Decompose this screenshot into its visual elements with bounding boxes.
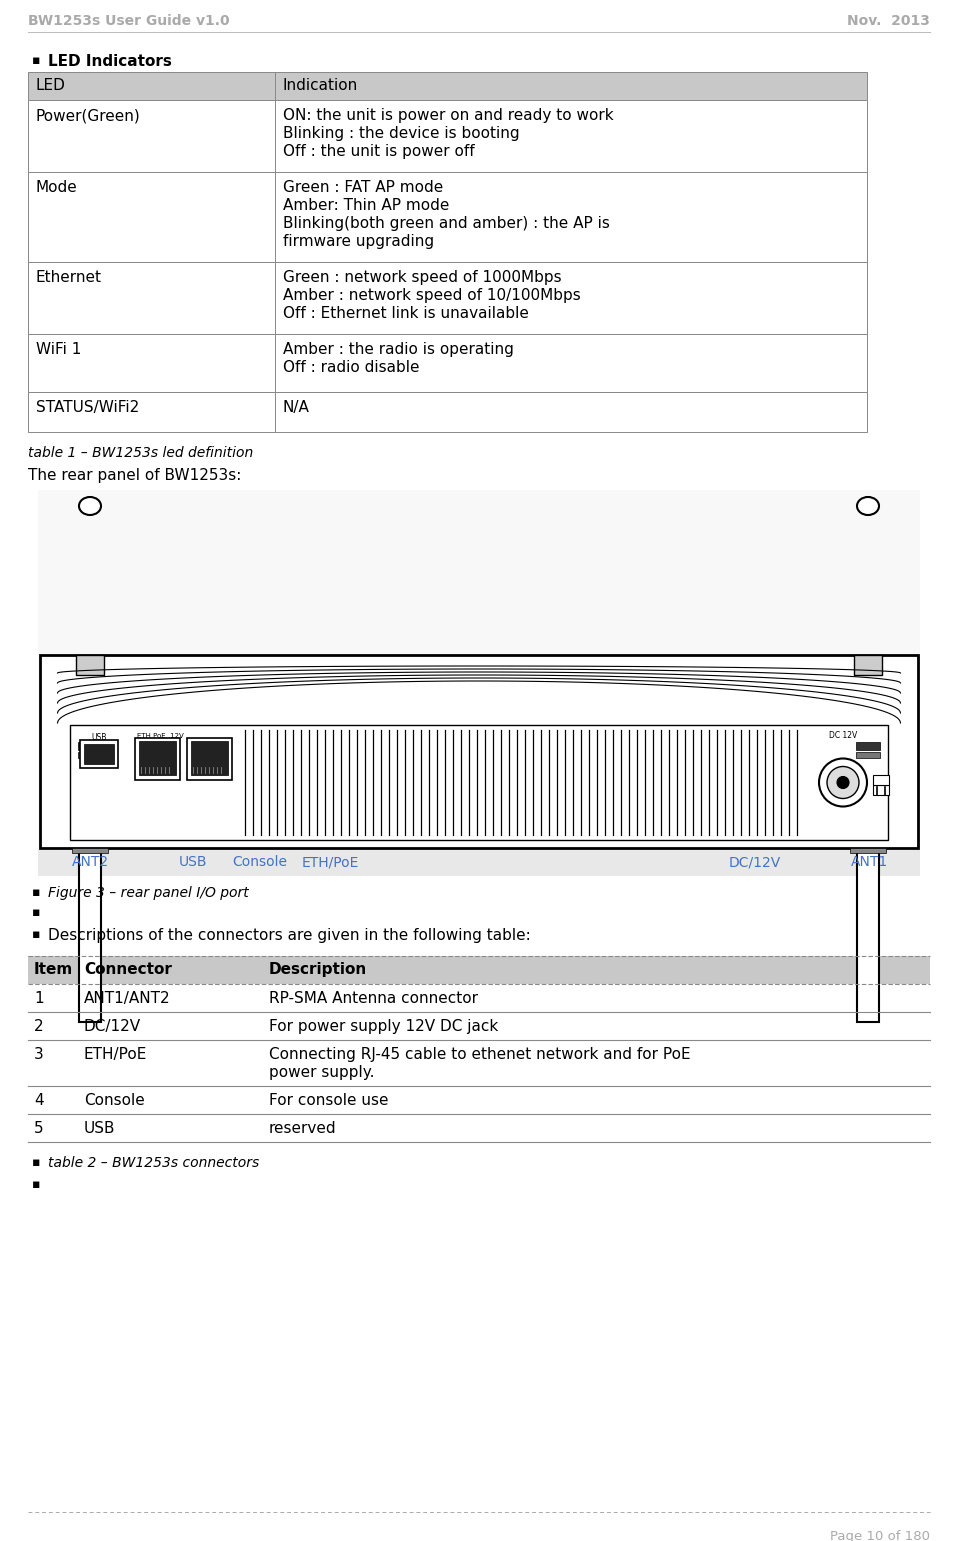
Circle shape xyxy=(827,766,859,798)
Bar xyxy=(28,100,867,173)
Bar xyxy=(135,738,180,780)
Bar xyxy=(78,752,102,758)
Text: Console: Console xyxy=(84,1093,145,1108)
Bar xyxy=(28,72,867,100)
Text: ON: the unit is power on and ready to work: ON: the unit is power on and ready to wo… xyxy=(283,108,614,123)
Bar xyxy=(856,743,880,750)
Bar xyxy=(856,752,880,758)
Bar xyxy=(857,760,879,1022)
Bar xyxy=(28,262,867,334)
Text: ▪: ▪ xyxy=(32,1156,40,1170)
Text: 2: 2 xyxy=(34,1019,44,1034)
Bar xyxy=(28,334,867,391)
Text: Off : the unit is power off: Off : the unit is power off xyxy=(283,143,474,159)
Bar xyxy=(187,738,232,780)
Ellipse shape xyxy=(79,498,101,515)
Text: Amber : the radio is operating: Amber : the radio is operating xyxy=(283,342,513,358)
Text: LED: LED xyxy=(36,79,66,92)
Text: STATUS/WiFi2: STATUS/WiFi2 xyxy=(36,401,139,415)
Text: table 2 – BW1253s connectors: table 2 – BW1253s connectors xyxy=(48,1156,260,1170)
Text: ▪: ▪ xyxy=(32,1177,40,1191)
Text: Mode: Mode xyxy=(36,180,78,196)
Bar xyxy=(850,848,886,854)
Text: ▪: ▪ xyxy=(32,928,40,942)
Text: RP-SMA Antenna connector: RP-SMA Antenna connector xyxy=(269,991,478,1006)
Text: DC/12V: DC/12V xyxy=(84,1019,141,1034)
Text: Green : FAT AP mode: Green : FAT AP mode xyxy=(283,180,444,196)
Text: ANT1: ANT1 xyxy=(852,855,889,869)
Text: Blinking(both green and amber) : the AP is: Blinking(both green and amber) : the AP … xyxy=(283,216,610,231)
Text: Figure 3 – rear panel I/O port: Figure 3 – rear panel I/O port xyxy=(48,886,249,900)
Text: Blinking : the device is booting: Blinking : the device is booting xyxy=(283,126,519,140)
Text: BW1253s User Guide v1.0: BW1253s User Guide v1.0 xyxy=(28,14,230,28)
Text: The rear panel of BW1253s:: The rear panel of BW1253s: xyxy=(28,468,241,482)
Bar xyxy=(28,955,930,985)
Text: Description: Description xyxy=(269,962,367,977)
Text: 3: 3 xyxy=(34,1046,44,1062)
Bar xyxy=(854,655,882,675)
Text: ▪: ▪ xyxy=(32,886,40,898)
Bar xyxy=(873,775,889,784)
Text: DC 12V: DC 12V xyxy=(829,730,857,740)
Text: Amber: Thin AP mode: Amber: Thin AP mode xyxy=(283,197,449,213)
Text: DC/12V: DC/12V xyxy=(729,855,781,869)
Text: Green : network speed of 1000Mbps: Green : network speed of 1000Mbps xyxy=(283,270,561,285)
Text: power supply.: power supply. xyxy=(269,1065,375,1080)
Text: firmware upgrading: firmware upgrading xyxy=(283,234,434,250)
Bar xyxy=(76,655,104,675)
Text: 5: 5 xyxy=(34,1120,44,1136)
Text: For power supply 12V DC jack: For power supply 12V DC jack xyxy=(269,1019,498,1034)
Text: Off : Ethernet link is unavailable: Off : Ethernet link is unavailable xyxy=(283,307,529,321)
Text: N/A: N/A xyxy=(283,401,309,415)
Text: Off : radio disable: Off : radio disable xyxy=(283,361,420,374)
Circle shape xyxy=(837,777,849,789)
Text: 1: 1 xyxy=(34,991,44,1006)
Text: Ethernet: Ethernet xyxy=(36,270,102,285)
Text: Nov.  2013: Nov. 2013 xyxy=(847,14,930,28)
Text: Page 10 of 180: Page 10 of 180 xyxy=(830,1530,930,1541)
Bar xyxy=(40,655,918,848)
Bar xyxy=(78,743,102,750)
Bar xyxy=(139,741,176,775)
Text: Amber : network speed of 10/100Mbps: Amber : network speed of 10/100Mbps xyxy=(283,288,581,304)
Bar xyxy=(873,784,889,795)
Bar xyxy=(28,391,867,431)
Text: For console use: For console use xyxy=(269,1093,389,1108)
Bar xyxy=(72,848,108,854)
Bar xyxy=(80,740,118,767)
Text: ANT1/ANT2: ANT1/ANT2 xyxy=(84,991,171,1006)
Text: Power(Green): Power(Green) xyxy=(36,108,141,123)
Text: Connecting RJ-45 cable to ethenet network and for PoE: Connecting RJ-45 cable to ethenet networ… xyxy=(269,1046,691,1062)
Bar xyxy=(38,851,920,875)
Text: ▪: ▪ xyxy=(32,54,40,66)
Text: ETH PoE  12V: ETH PoE 12V xyxy=(137,734,183,740)
Text: Connector: Connector xyxy=(84,962,171,977)
Text: Console: Console xyxy=(233,855,287,869)
Bar xyxy=(84,744,114,764)
Text: 4: 4 xyxy=(34,1093,44,1108)
Circle shape xyxy=(819,758,867,806)
Text: ETH/PoE: ETH/PoE xyxy=(84,1046,148,1062)
Text: table 1 – BW1253s led definition: table 1 – BW1253s led definition xyxy=(28,445,253,461)
Text: WiFi 1: WiFi 1 xyxy=(36,342,81,358)
Bar xyxy=(28,173,867,262)
Text: Descriptions of the connectors are given in the following table:: Descriptions of the connectors are given… xyxy=(48,928,531,943)
Text: USB: USB xyxy=(84,1120,116,1136)
Text: Indication: Indication xyxy=(283,79,358,92)
Text: USB: USB xyxy=(91,734,106,743)
Bar xyxy=(191,741,228,775)
Text: ▪: ▪ xyxy=(32,906,40,918)
Text: Item: Item xyxy=(34,962,73,977)
Ellipse shape xyxy=(857,498,879,515)
Bar xyxy=(79,760,101,1022)
Bar xyxy=(70,724,888,840)
Text: USB: USB xyxy=(179,855,207,869)
Bar xyxy=(38,490,920,851)
Text: LED Indicators: LED Indicators xyxy=(48,54,171,69)
Text: reserved: reserved xyxy=(269,1120,336,1136)
Text: ETH/PoE: ETH/PoE xyxy=(302,855,358,869)
Text: ANT2: ANT2 xyxy=(72,855,108,869)
